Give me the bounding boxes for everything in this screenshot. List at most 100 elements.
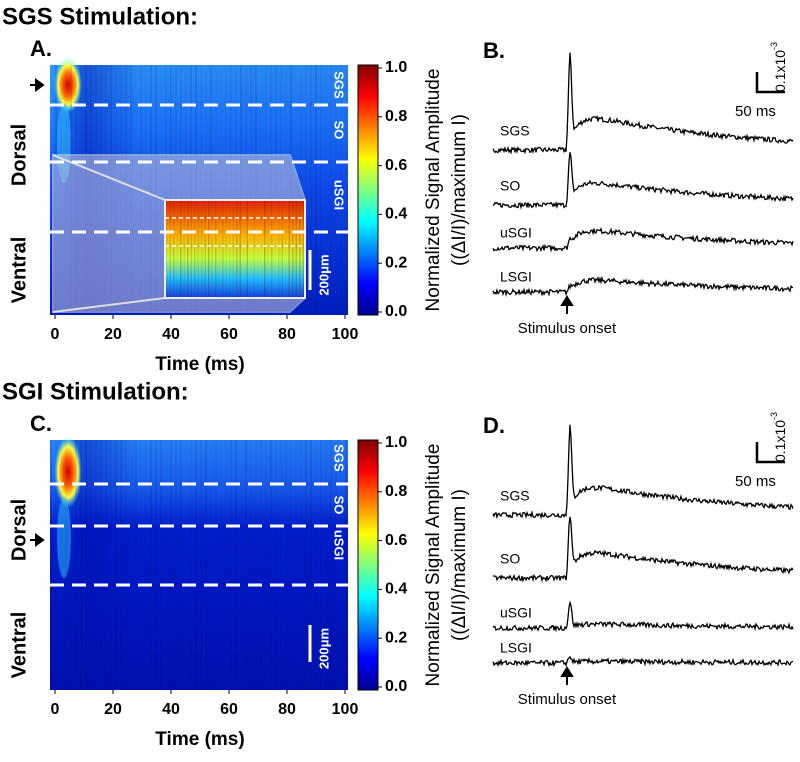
inset-texture xyxy=(264,201,266,297)
inset-texture xyxy=(281,201,283,297)
inset-texture xyxy=(166,201,168,297)
colorbar-tick-label: 0.8 xyxy=(385,483,407,500)
side-label: Ventral xyxy=(8,612,30,679)
layer-label: SO xyxy=(332,121,347,140)
trace-label: SO xyxy=(500,178,520,194)
heatmap-texture xyxy=(215,440,217,690)
heatmap-texture xyxy=(165,440,167,690)
layer-label: uSGI xyxy=(332,180,347,210)
inset-texture xyxy=(180,201,182,297)
trace-label: uSGI xyxy=(500,225,532,241)
heatmap-texture xyxy=(220,440,222,690)
heatmap-texture xyxy=(310,65,312,315)
trace xyxy=(492,424,794,520)
heatmap-texture xyxy=(140,440,142,690)
inset-texture xyxy=(275,201,277,297)
inset-texture xyxy=(295,201,297,297)
inset-texture xyxy=(250,201,252,297)
heatmap-texture xyxy=(210,440,212,690)
amp-mantissa: 0.1x10 xyxy=(772,50,788,92)
heatmap-texture xyxy=(265,440,267,690)
inset-texture xyxy=(187,201,189,297)
heatmap-texture xyxy=(225,440,227,690)
x-tick-label: 0 xyxy=(51,701,60,718)
heatmap-hotspot xyxy=(54,57,82,113)
trace-label: SO xyxy=(500,551,520,567)
amp-exponent: -3 xyxy=(769,412,779,420)
heatmap-texture xyxy=(80,440,82,690)
inset-texture xyxy=(243,201,245,297)
colorbar xyxy=(357,439,379,691)
inset-texture xyxy=(292,201,294,297)
heatmap-texture xyxy=(160,440,162,690)
layer-label: SGS xyxy=(332,444,347,472)
inset-texture xyxy=(232,201,234,297)
panel-label: D. xyxy=(483,413,505,438)
colorbar-tick-label: 0.8 xyxy=(385,108,407,125)
heatmap-texture xyxy=(295,440,297,690)
side-label: Ventral xyxy=(8,237,30,304)
x-tick-label: 60 xyxy=(220,326,238,343)
inset-texture xyxy=(285,201,287,297)
heatmap-texture xyxy=(285,440,287,690)
colorbar-tick-label: 0.0 xyxy=(385,303,407,320)
heatmap-texture xyxy=(65,440,67,690)
heatmap-texture xyxy=(245,440,247,690)
inset-texture xyxy=(299,201,301,297)
trace-scale-bar xyxy=(755,442,785,464)
heatmap-texture xyxy=(55,440,57,690)
colorbar-tick-label: 0.4 xyxy=(385,206,407,223)
heatmap-texture xyxy=(260,440,262,690)
amp-mantissa: 0.1x10 xyxy=(772,420,788,462)
trace-label: SGS xyxy=(500,123,530,139)
inset-texture xyxy=(267,201,269,297)
trace xyxy=(492,226,794,253)
inset-texture xyxy=(261,201,263,297)
heatmap-texture xyxy=(325,440,327,690)
inset-texture xyxy=(253,201,255,297)
colorbar-label: Normalized Signal Amplitude xyxy=(423,69,444,312)
x-axis-label: Time (ms) xyxy=(155,354,244,375)
scale-label: 200μm xyxy=(316,254,331,295)
trace xyxy=(492,516,794,583)
heatmap-texture xyxy=(110,440,112,690)
colorbar-tick-label: 0.6 xyxy=(385,157,407,174)
heatmap-texture xyxy=(105,440,107,690)
heatmap-texture xyxy=(115,440,117,690)
amp-scale: 0.1x10-3 xyxy=(769,42,787,92)
colorbar-label: ((ΔI/I)/maximum I) xyxy=(449,489,470,641)
heatmap-texture xyxy=(315,65,317,315)
heatmap-texture xyxy=(305,440,307,690)
colorbar-label: Normalized Signal Amplitude xyxy=(423,444,444,687)
heatmap-texture xyxy=(240,440,242,690)
heatmap-texture xyxy=(290,440,292,690)
inset-texture xyxy=(288,201,290,297)
panel-label: C. xyxy=(30,411,52,436)
heatmap-texture xyxy=(340,440,342,690)
colorbar xyxy=(357,64,379,316)
stim-arrow xyxy=(30,78,45,92)
trace xyxy=(492,655,794,668)
colorbar-tick-label: 0.2 xyxy=(385,629,407,646)
inset-texture xyxy=(218,201,220,297)
heatmap-texture xyxy=(335,440,337,690)
inset-texture xyxy=(236,201,238,297)
heatmap-tail xyxy=(57,498,71,578)
heatmap-texture xyxy=(180,440,182,690)
trace xyxy=(492,275,794,298)
panel-label: B. xyxy=(483,38,505,63)
heatmap-texture xyxy=(75,440,77,690)
heatmap-texture xyxy=(280,440,282,690)
trace xyxy=(492,600,794,633)
inset-edge xyxy=(52,297,166,313)
heatmap-texture xyxy=(190,440,192,690)
section-title: SGI Stimulation: xyxy=(2,378,189,405)
onset-label: Stimulus onset xyxy=(518,320,617,337)
inset-texture xyxy=(183,201,185,297)
heatmap-texture xyxy=(270,440,272,690)
trace-scale-bar xyxy=(755,72,785,94)
colorbar-tick-label: 0.2 xyxy=(385,254,407,271)
side-label: Dorsal xyxy=(8,499,30,561)
x-tick-label: 20 xyxy=(104,326,122,343)
